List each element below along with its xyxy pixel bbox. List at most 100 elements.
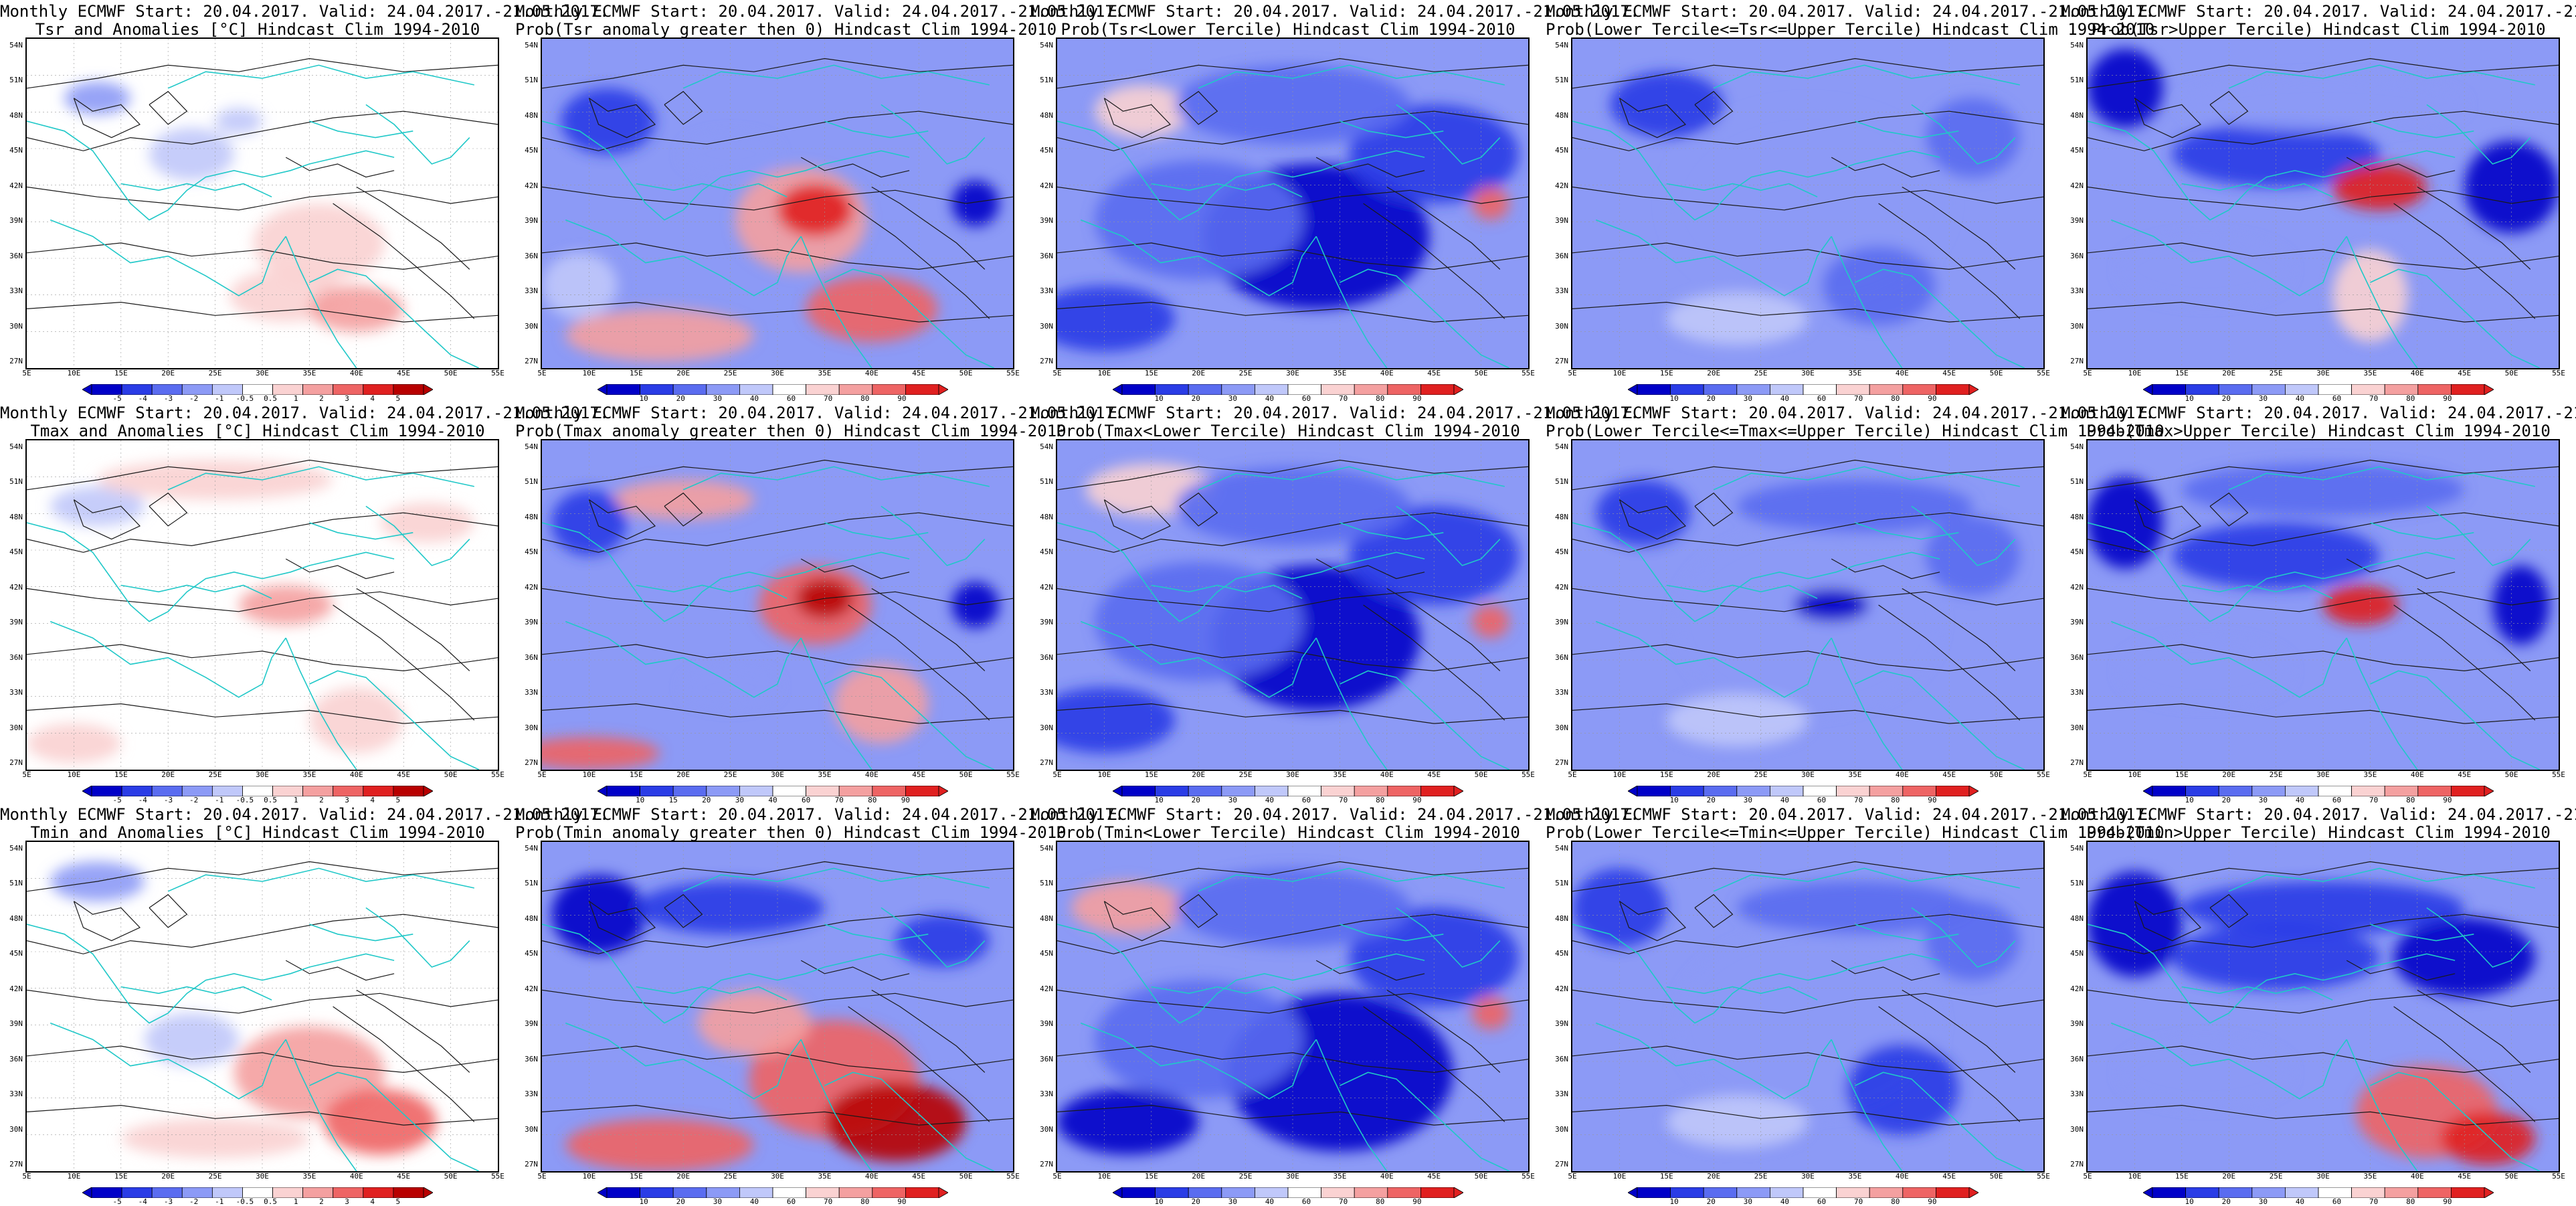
longitude-label: 25E (2269, 1172, 2283, 1181)
latitude-label: 33N (1555, 688, 1568, 697)
colorbar-cell (2284, 785, 2319, 797)
contour-line (2088, 242, 2559, 270)
latitude-label: 45N (1040, 949, 1053, 958)
colorbar-cell (905, 1187, 939, 1199)
colorbar-label: 10 (2185, 394, 2194, 403)
longitude-label: 55E (2037, 770, 2050, 779)
contour-line (542, 301, 1013, 323)
shaded-region (2120, 638, 2290, 704)
colorbar-cell (333, 383, 364, 396)
longitude-label: 35E (302, 1172, 316, 1181)
colorbar (1112, 785, 1464, 797)
colorbar-label: 20 (1706, 394, 1716, 403)
colorbar-label: 60 (786, 1197, 796, 1206)
panel-header: Monthly ECMWF Start: 20.04.2017. Valid: … (0, 2, 610, 21)
colorbar-arrow-low (1112, 1187, 1123, 1199)
latitude-label: 45N (2070, 547, 2084, 557)
latitude-label: 30N (1040, 321, 1053, 331)
contour-line (2088, 703, 2559, 724)
colorbar-label: 5 (395, 796, 401, 804)
coastline (1151, 584, 1303, 599)
colorbar-label: 30 (735, 796, 745, 804)
latitude-label: 30N (2070, 723, 2084, 732)
latitude-label: 51N (2070, 477, 2084, 487)
colorbar-cell (2218, 785, 2253, 797)
coastline (1080, 620, 1317, 698)
colorbar-label: 60 (1817, 394, 1827, 403)
shaded-region (380, 503, 474, 543)
colorbar-cell (2218, 383, 2253, 396)
longitude-label: 25E (2269, 369, 2283, 377)
map-panel-tmin-lower: Monthly ECMWF Start: 20.04.2017. Valid: … (1030, 803, 1640, 1206)
longitude-label: 20E (1707, 770, 1721, 779)
shaded-region (551, 489, 627, 556)
colorbar-cell (1221, 785, 1255, 797)
map-svg (542, 842, 1013, 1171)
colorbar-arrow-high (1968, 785, 1979, 797)
colorbar-cell (2318, 785, 2352, 797)
colorbar-arrow-low (1112, 383, 1123, 396)
colorbar-cell (739, 1187, 773, 1199)
latitude-label: 33N (1555, 1090, 1568, 1099)
colorbar-cell (1803, 785, 1837, 797)
longitude-label: 45E (1427, 1172, 1441, 1181)
coastline (27, 522, 395, 622)
colorbar-cell (363, 383, 394, 396)
longitude-label: 35E (1333, 1172, 1347, 1181)
latitude-label: 39N (1040, 618, 1053, 627)
longitude-label: 40E (1380, 369, 1394, 377)
latitude-label: 33N (1040, 688, 1053, 697)
latitude-label: 51N (9, 879, 23, 888)
shaded-region (1471, 997, 1509, 1030)
colorbar-cell (151, 1187, 183, 1199)
contour-line (2393, 203, 2536, 319)
colorbar-cell (2417, 383, 2452, 396)
colorbar (597, 785, 949, 797)
coastline (682, 867, 990, 892)
colorbar-label: 4 (370, 1197, 375, 1206)
panel-title: Prob(Lower Tercile<=Tmin<=Upper Tercile)… (1546, 823, 2165, 842)
shaded-region (2323, 585, 2399, 625)
shaded-region (561, 88, 655, 155)
map-area (1571, 439, 2045, 771)
latitude-label: 30N (1555, 1124, 1568, 1134)
coastline (167, 867, 474, 892)
colorbar-arrow-high (1968, 383, 1979, 396)
colorbar-label: -3 (163, 1197, 173, 1206)
colorbar-label: -4 (138, 796, 147, 804)
colorbar-label: 40 (749, 1197, 759, 1206)
longitude-label: 30E (771, 770, 784, 779)
panel-header: Monthly ECMWF Start: 20.04.2017. Valid: … (1030, 805, 1640, 824)
latitude-label: 33N (1040, 286, 1053, 296)
colorbar-cell (1803, 1187, 1837, 1199)
contour-line (1057, 58, 1528, 89)
colorbar-cell (211, 1187, 243, 1199)
contour-line (1386, 989, 1501, 1073)
latitude-label: 45N (2070, 949, 2084, 958)
colorbar-arrow-low (2142, 785, 2153, 797)
longitude-label: 50E (959, 770, 973, 779)
colorbar-cell (1935, 383, 1970, 396)
latitude-label: 27N (525, 357, 538, 365)
contour-line (2088, 186, 2559, 211)
colorbar-label: 0.5 (264, 394, 277, 403)
colorbar-label: 90 (2443, 394, 2452, 403)
longitude-label: 10E (1613, 369, 1627, 377)
latitude-label: 39N (2070, 618, 2084, 627)
contour-line (2209, 893, 2249, 928)
contour-line (1694, 492, 1734, 527)
latitude-label: 42N (525, 181, 538, 190)
longitude-label: 20E (161, 369, 175, 377)
colorbar-cell (1121, 383, 1156, 396)
coastline (1855, 268, 2025, 368)
colorbar-label: 10 (639, 394, 648, 403)
colorbar-cell (91, 383, 122, 396)
latitude-label: 33N (525, 286, 538, 296)
colorbar-label: 30 (1228, 796, 1237, 804)
colorbar-arrow-low (2142, 383, 2153, 396)
latitude-label: 33N (2070, 1090, 2084, 1099)
contour-line (1103, 901, 1172, 942)
coastline (800, 637, 872, 770)
latitude-label: 30N (9, 321, 23, 331)
contour-line (2134, 499, 2202, 540)
